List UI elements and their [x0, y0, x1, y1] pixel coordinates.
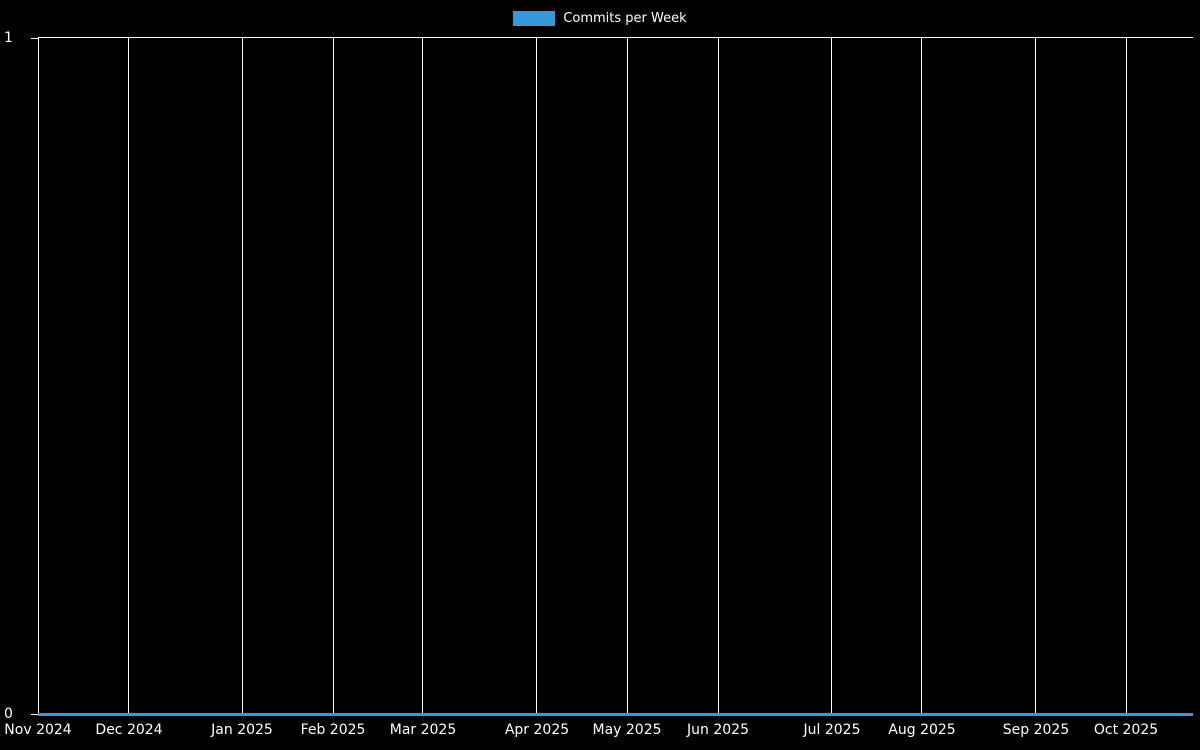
x-tick-label-apr-2025: Apr 2025	[504, 722, 570, 738]
gridline-mar-2025	[422, 38, 423, 715]
gridline-sep-2025	[1035, 38, 1036, 715]
gridline-oct-2025	[1126, 38, 1127, 715]
gridline-may-2025	[627, 38, 628, 715]
gridline-nov-2024	[38, 38, 39, 715]
x-tick-label-jul-2025: Jul 2025	[803, 722, 861, 738]
y-tick-label-1: 1	[4, 30, 13, 46]
x-tick-label-feb-2025: Feb 2025	[300, 722, 366, 738]
gridline-aug-2025	[921, 38, 922, 715]
gridline-jun-2025	[718, 38, 719, 715]
x-tick-label-mar-2025: Mar 2025	[389, 722, 457, 738]
gridline-feb-2025	[333, 38, 334, 715]
x-tick-label-jun-2025: Jun 2025	[687, 722, 749, 738]
plot-top-spine	[38, 37, 1193, 38]
chart-legend: Commits per Week	[0, 6, 1200, 30]
x-tick-label-nov-2024: Nov 2024	[4, 722, 72, 738]
x-tick-label-sep-2025: Sep 2025	[1002, 722, 1070, 738]
y-tick-label-0: 0	[4, 706, 13, 722]
gridline-jan-2025	[242, 38, 243, 715]
x-tick-label-dec-2024: Dec 2024	[95, 722, 163, 738]
legend-swatch-icon	[513, 10, 556, 26]
series-line-commits-per-week	[38, 713, 1193, 716]
x-tick-label-oct-2025: Oct 2025	[1093, 722, 1159, 738]
x-tick-label-aug-2025: Aug 2025	[888, 722, 956, 738]
y-tick-mark-0	[31, 714, 39, 715]
x-tick-label-may-2025: May 2025	[592, 722, 662, 738]
y-tick-mark-1	[31, 38, 39, 39]
gridline-apr-2025	[536, 38, 537, 715]
gridline-jul-2025	[831, 38, 832, 715]
gridline-dec-2024	[128, 38, 129, 715]
x-tick-label-jan-2025: Jan 2025	[211, 722, 273, 738]
legend-item-commits-per-week[interactable]: Commits per Week	[513, 10, 687, 26]
legend-item-label: Commits per Week	[563, 10, 687, 26]
